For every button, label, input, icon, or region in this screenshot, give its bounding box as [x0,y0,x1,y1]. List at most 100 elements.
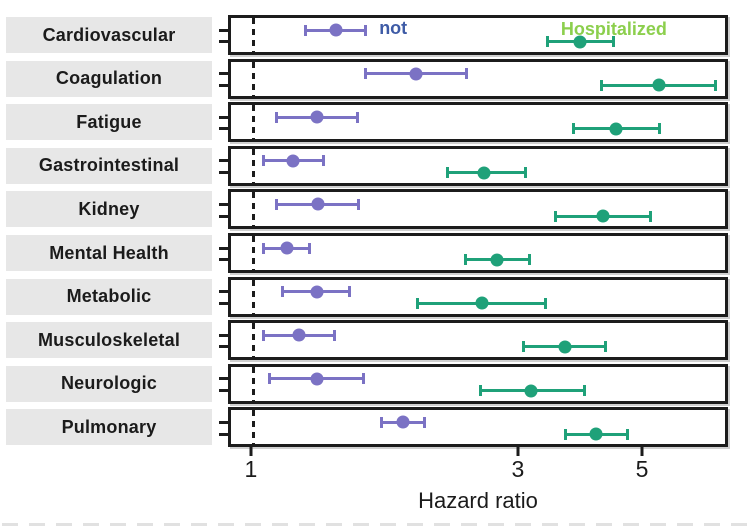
errorbar-hospitalized-cap-low [522,341,526,353]
y-axis-tick [219,377,228,381]
y-axis-tick [219,290,228,294]
facet-row-fatigue: Fatigue [0,102,751,143]
point-marker-not-hospitalized [292,328,306,342]
errorbar-not-hospitalized-cap-low [261,242,265,254]
category-label: Kidney [6,191,212,228]
y-axis-tick [219,389,228,393]
facet-panel [219,363,728,404]
category-label: Coagulation [6,60,212,97]
reference-line-hr1 [252,192,256,227]
facet-row-kidney: Kidney [0,189,751,230]
errorbar-hospitalized-cap-high [527,254,531,266]
facet-panel [219,189,728,230]
errorbar-hospitalized-cap-high [543,297,547,309]
y-axis-tick [219,246,228,250]
errorbar-not-hospitalized-cap-low [281,286,285,298]
point-marker-hospitalized [609,122,623,136]
y-axis-tick [219,333,228,337]
reference-line-hr1 [252,105,256,140]
errorbar-not-hospitalized-cap-high [355,111,359,123]
facet-row-coagulation: Coagulation [0,58,751,99]
errorbar-not-hospitalized-cap-high [363,24,367,36]
facet-row-gastrointestinal: Gastrointestinal [0,145,751,186]
reference-line-hr1 [252,61,256,96]
x-axis-tick [249,447,253,456]
reference-line-hr1 [252,18,256,52]
errorbar-not-hospitalized-cap-low [363,68,367,80]
facet-panel [219,276,728,317]
errorbar-hospitalized-cap-high [658,123,662,135]
reference-line-hr1 [252,410,256,445]
errorbar-not-hospitalized-cap-low [275,111,279,123]
y-axis-tick [219,127,228,131]
x-axis-tick [640,447,644,456]
category-label: Metabolic [6,278,212,315]
errorbar-not-hospitalized-cap-high [423,416,427,428]
facet-panel [219,102,728,143]
y-axis-tick [219,171,228,175]
reference-line-hr1 [252,279,256,314]
series-label-hospitalized: Hospitalized [560,19,667,39]
point-marker-not-hospitalized [311,197,325,211]
reference-line-hr1 [252,236,256,270]
facet-panel [219,320,728,361]
errorbar-not-hospitalized-cap-high [347,286,351,298]
errorbar-hospitalized-cap-high [611,36,615,48]
errorbar-hospitalized-cap-high [625,428,629,440]
errorbar-not-hospitalized-cap-low [261,329,265,341]
facet-panel [219,407,728,448]
cropped-caption-artifact [2,523,749,526]
category-label: Neurologic [6,365,212,402]
point-marker-not-hospitalized [310,110,324,124]
errorbar-not-hospitalized-cap-high [307,242,311,254]
facet-row-cardiovascular: Cardiovascular not Hospitalized [0,15,751,55]
x-axis-tick-label: 5 [635,456,649,482]
errorbar-not-hospitalized-cap-high [361,373,365,385]
facet-row-metabolic: Metabolic [0,276,751,317]
point-marker-hospitalized [558,340,572,354]
errorbar-not-hospitalized-cap-high [332,329,336,341]
x-axis-tick-label: 1 [244,456,258,482]
errorbar-hospitalized-cap-low [445,167,449,179]
category-label: Fatigue [6,104,212,141]
point-marker-hospitalized [477,166,491,180]
y-axis-tick [219,214,228,218]
series-label-not-hospitalized: not [379,18,408,39]
errorbar-not-hospitalized-cap-high [322,155,326,167]
y-axis-tick [219,301,228,305]
point-marker-not-hospitalized [310,285,324,299]
errorbar-hospitalized-cap-high [604,341,608,353]
y-axis-tick [219,432,228,436]
errorbar-hospitalized-cap-high [714,79,718,91]
reference-line-hr1 [252,148,256,183]
facet-row-pulmonary: Pulmonary [0,407,751,448]
category-label: Cardiovascular [6,17,212,53]
point-marker-not-hospitalized [409,67,423,81]
point-marker-not-hospitalized [396,415,410,429]
errorbar-hospitalized-cap-high [648,210,652,222]
errorbar-hospitalized-cap-high [583,385,587,397]
errorbar-hospitalized-cap-low [546,36,549,48]
y-axis-tick [219,345,228,349]
y-axis-tick [219,83,228,87]
category-label: Musculoskeletal [6,322,212,359]
category-label: Gastrointestinal [6,147,212,184]
facet-panel [219,233,728,273]
category-label: Pulmonary [6,409,212,446]
errorbar-hospitalized-cap-high [523,167,527,179]
errorbar-not-hospitalized-cap-high [357,198,361,210]
x-axis-title: Hazard ratio [418,488,538,513]
x-axis-tick-label: 3 [511,456,525,482]
point-marker-not-hospitalized [286,154,300,168]
y-axis-tick [219,28,228,32]
errorbar-not-hospitalized-cap-low [303,24,307,36]
x-axis-tick [516,447,520,456]
errorbar-not-hospitalized-cap-low [268,373,272,385]
category-label: Mental Health [6,235,212,271]
point-marker-hospitalized [652,78,666,92]
point-marker-hospitalized [524,384,538,398]
errorbar-not-hospitalized-cap-low [261,155,265,167]
errorbar-hospitalized-cap-low [572,123,576,135]
